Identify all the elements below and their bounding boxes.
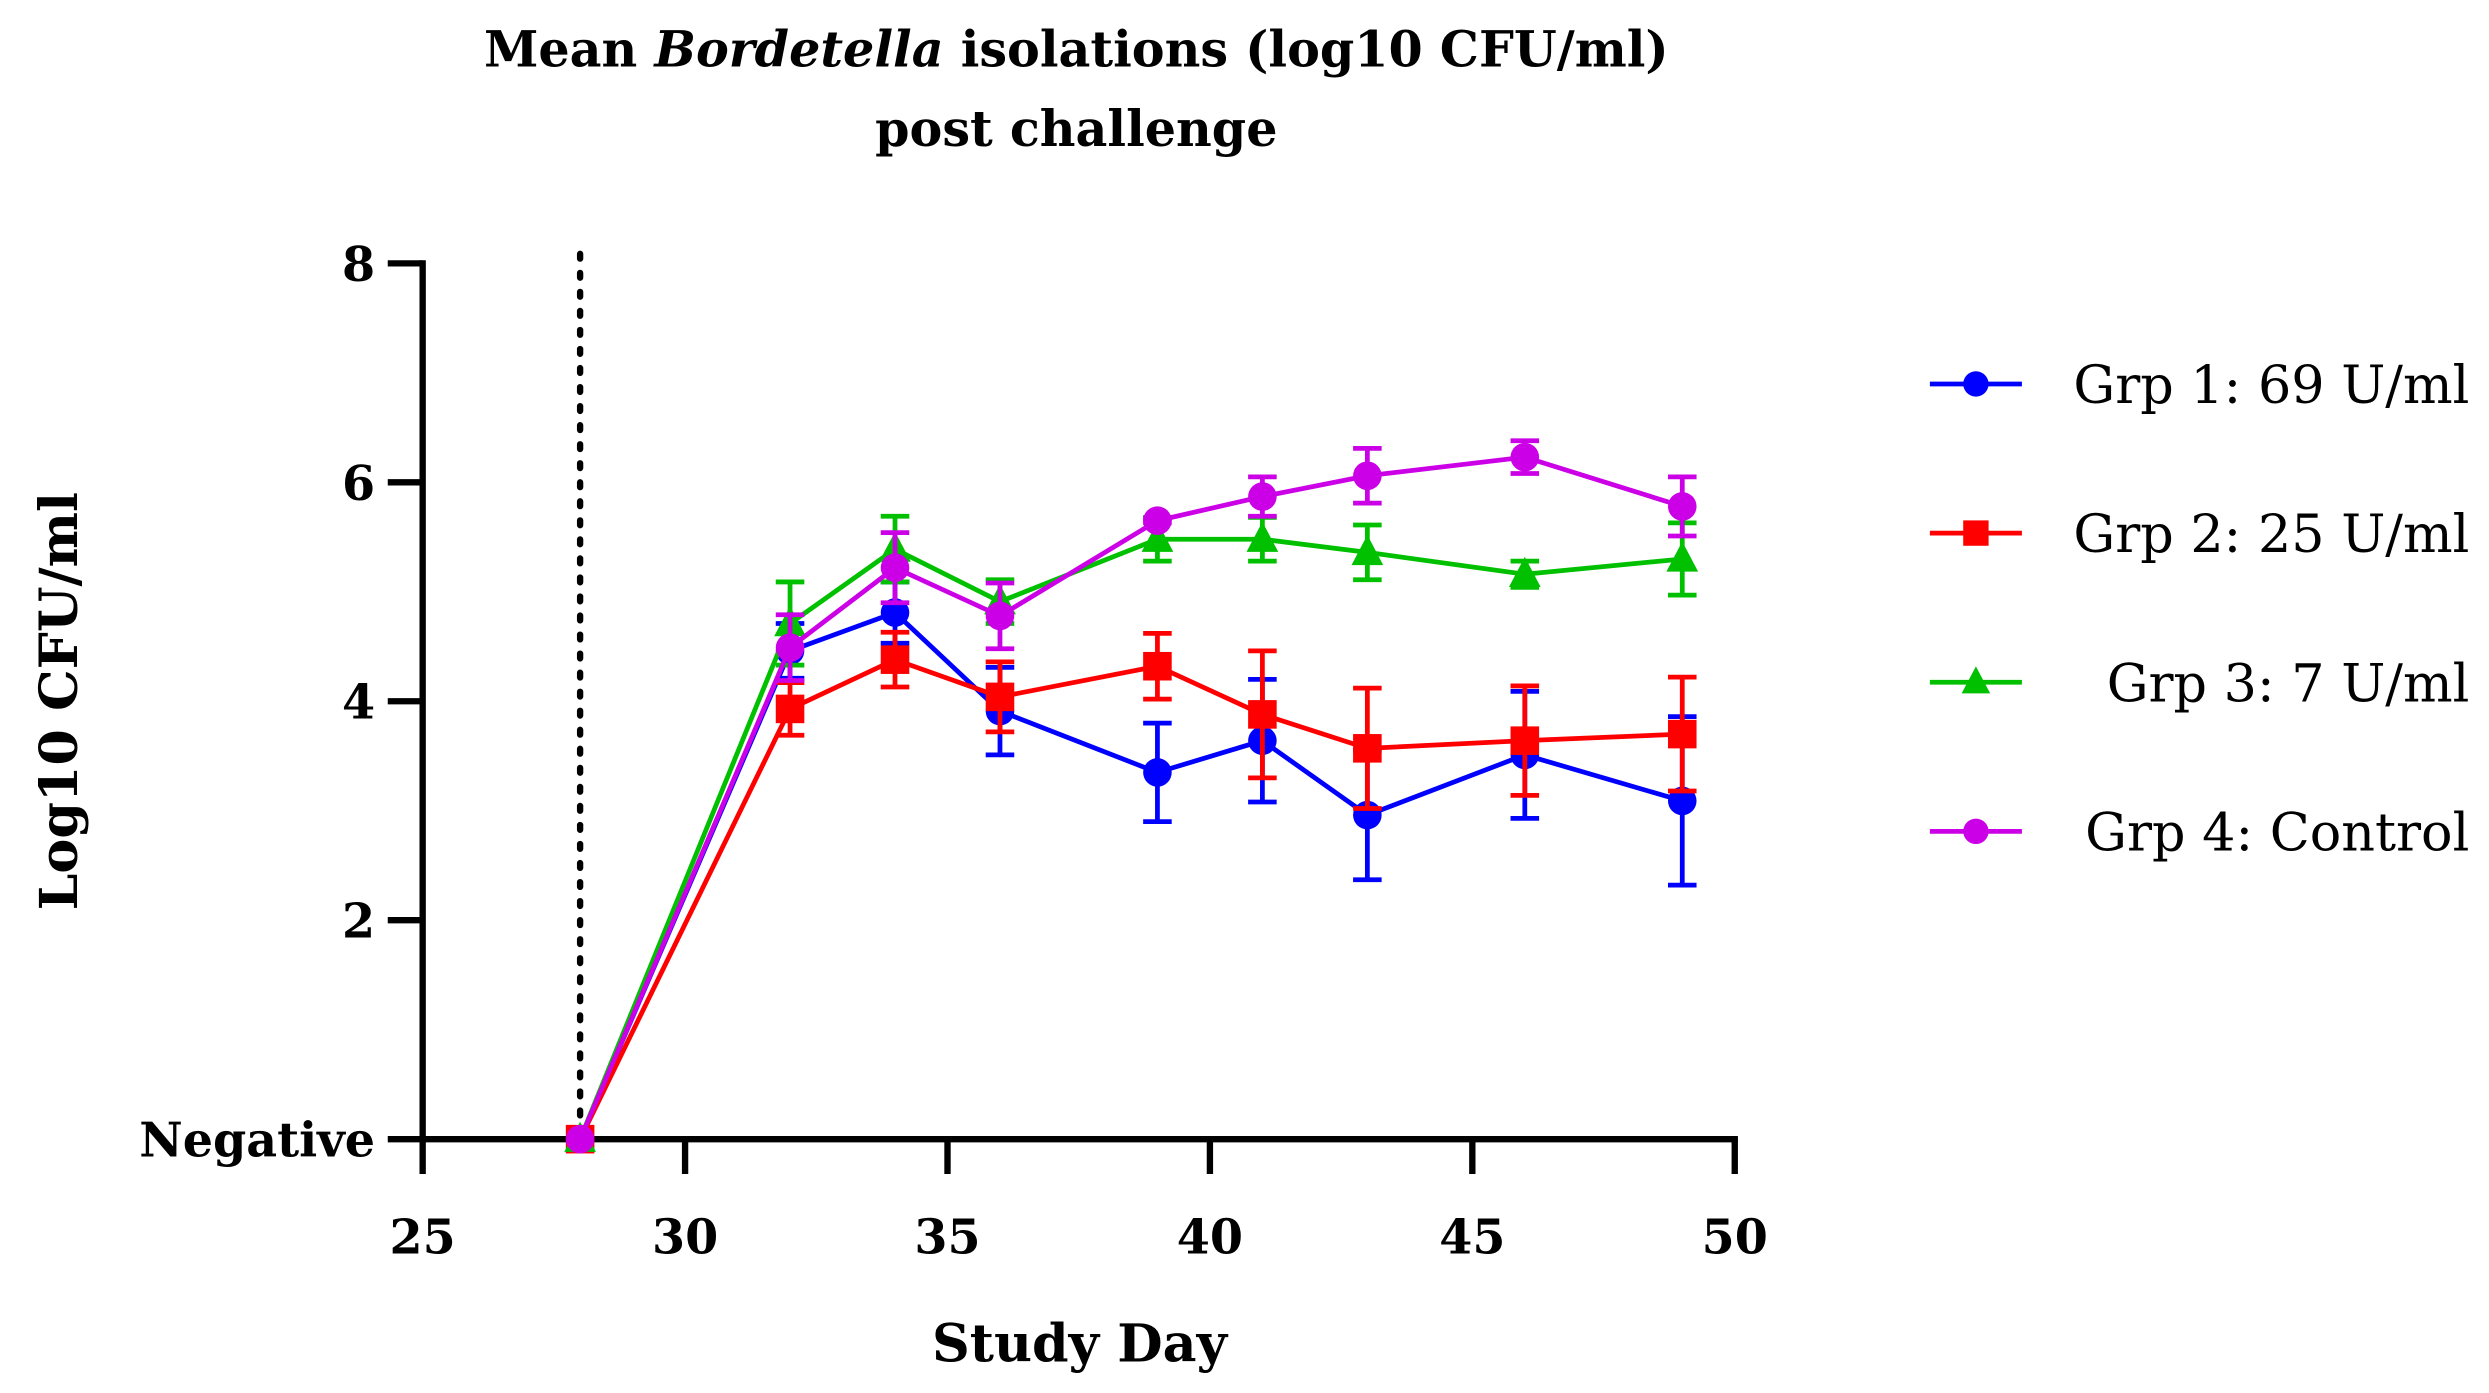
data-point (1143, 506, 1172, 535)
legend-label: Grp 3: 7 U/ml (2107, 653, 2470, 714)
x-tick-label: 35 (914, 1209, 980, 1265)
data-point (985, 601, 1015, 631)
data-point (1666, 541, 1699, 572)
chart-title-line1: Mean Bordetella isolations (log10 CFU/ml… (484, 21, 1669, 79)
data-point (565, 1124, 595, 1154)
chart-title-line2: post challenge (875, 100, 1277, 158)
legend-item: Grp 1: 69 U/ml (1929, 355, 2469, 416)
legend-label: Grp 4: Control (2085, 802, 2469, 863)
data-point (1141, 521, 1174, 552)
data-point (880, 645, 910, 674)
data-point (1143, 758, 1172, 787)
legend-item: Grp 4: Control (1929, 802, 2469, 863)
series-line (577, 536, 1683, 1141)
x-tick-label: 40 (1177, 1209, 1243, 1265)
y-tick-label: 6 (342, 456, 375, 512)
data-point (1248, 482, 1277, 511)
data-point (775, 633, 805, 662)
series-2 (565, 629, 1697, 1154)
legend-item: Grp 2: 25 U/ml (1929, 504, 2469, 565)
legend-marker (1961, 666, 1991, 694)
data-point (880, 553, 910, 582)
data-point (1246, 521, 1279, 552)
data-point (775, 694, 805, 724)
y-tick-label: 4 (342, 675, 375, 731)
x-tick-label: 30 (652, 1209, 718, 1265)
legend-label: Grp 1: 69 U/ml (2073, 355, 2469, 416)
data-point (1667, 786, 1697, 816)
y-tick-label: Negative (139, 1113, 375, 1169)
data-point (985, 682, 1015, 712)
data-point (1353, 461, 1382, 491)
data-point (1667, 719, 1697, 749)
data-point (1353, 734, 1382, 763)
legend-item: Grp 3: 7 U/ml (1929, 653, 2470, 714)
legend-marker (1963, 520, 1989, 546)
data-point (1248, 700, 1277, 729)
x-tick-label: 25 (390, 1209, 456, 1265)
data-point (1143, 651, 1172, 681)
series-1 (565, 579, 1697, 1154)
data-point (880, 598, 910, 627)
legend-marker (1963, 371, 1989, 397)
data-point (1351, 534, 1384, 566)
x-axis-label: Study Day (932, 1313, 1229, 1374)
y-tick-label: 2 (342, 894, 375, 950)
x-tick-label: 50 (1702, 1209, 1768, 1265)
series-3 (564, 513, 1699, 1152)
data-point (1667, 492, 1697, 521)
y-axis-label: Log10 CFU/ml (29, 492, 90, 910)
data-point (1510, 442, 1540, 472)
legend-marker (1963, 818, 1989, 845)
y-tick-label: 8 (342, 237, 375, 293)
data-point (1508, 556, 1541, 587)
x-tick-label: 45 (1439, 1209, 1505, 1265)
data-point (1510, 726, 1540, 755)
series-4 (565, 438, 1697, 1154)
legend-label: Grp 2: 25 U/ml (2073, 504, 2469, 565)
